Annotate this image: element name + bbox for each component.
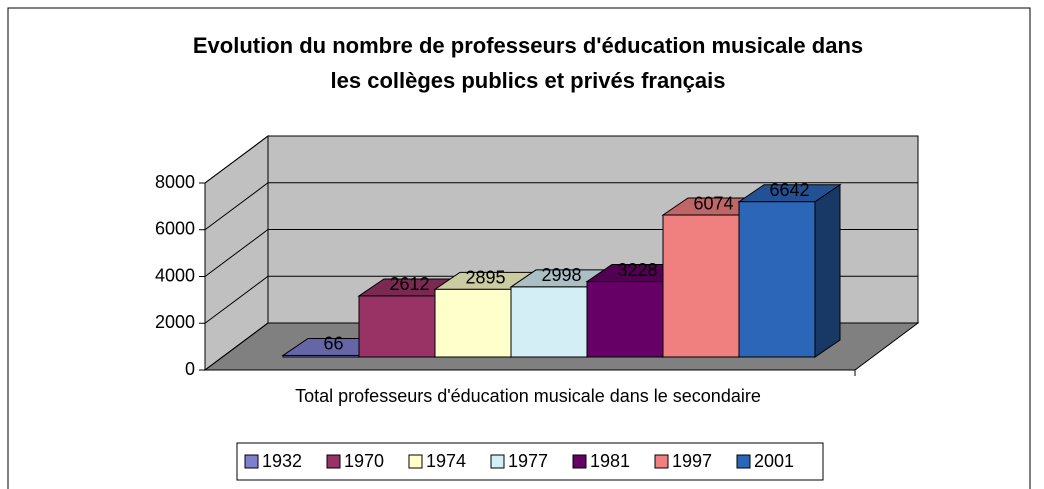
data-label: 2612 bbox=[389, 274, 429, 294]
bar-side bbox=[814, 183, 841, 358]
data-label: 3228 bbox=[617, 260, 657, 280]
x-tick-label: Total professeurs d'éducation musicale d… bbox=[295, 386, 761, 406]
data-label: 66 bbox=[323, 334, 343, 354]
legend-swatch bbox=[572, 454, 587, 469]
data-label: 6074 bbox=[693, 193, 733, 213]
y-tick-label: 0 bbox=[185, 359, 195, 379]
legend-swatch bbox=[490, 454, 505, 469]
legend-label: 1977 bbox=[508, 451, 548, 471]
data-label: 2895 bbox=[465, 268, 505, 288]
legend-label: 1932 bbox=[262, 451, 302, 471]
legend-swatch bbox=[244, 454, 259, 469]
bar bbox=[662, 214, 740, 358]
y-tick-label: 4000 bbox=[155, 265, 195, 285]
bar bbox=[738, 201, 816, 358]
legend-label: 1997 bbox=[672, 451, 712, 471]
legend-label: 1981 bbox=[590, 451, 630, 471]
y-tick-label: 2000 bbox=[155, 312, 195, 332]
legend-swatch bbox=[326, 454, 341, 469]
legend-swatch bbox=[736, 454, 751, 469]
legend-label: 2001 bbox=[754, 451, 794, 471]
legend-label: 1970 bbox=[344, 451, 384, 471]
data-label: 6642 bbox=[769, 180, 809, 200]
bar bbox=[586, 281, 664, 358]
legend-label: 1974 bbox=[426, 451, 466, 471]
grid-line bbox=[204, 182, 918, 231]
bar bbox=[358, 295, 436, 358]
legend-swatch bbox=[654, 454, 669, 469]
bar bbox=[510, 286, 588, 358]
bar bbox=[434, 288, 512, 358]
legend-swatch bbox=[408, 454, 423, 469]
grid-line bbox=[204, 135, 918, 184]
y-tick-label: 8000 bbox=[155, 172, 195, 192]
bar bbox=[282, 354, 360, 358]
y-tick-label: 6000 bbox=[155, 219, 195, 239]
chart-title: les collèges publics et privés français bbox=[331, 68, 726, 93]
data-label: 2998 bbox=[541, 265, 581, 285]
chart-title: Evolution du nombre de professeurs d'édu… bbox=[193, 33, 863, 58]
